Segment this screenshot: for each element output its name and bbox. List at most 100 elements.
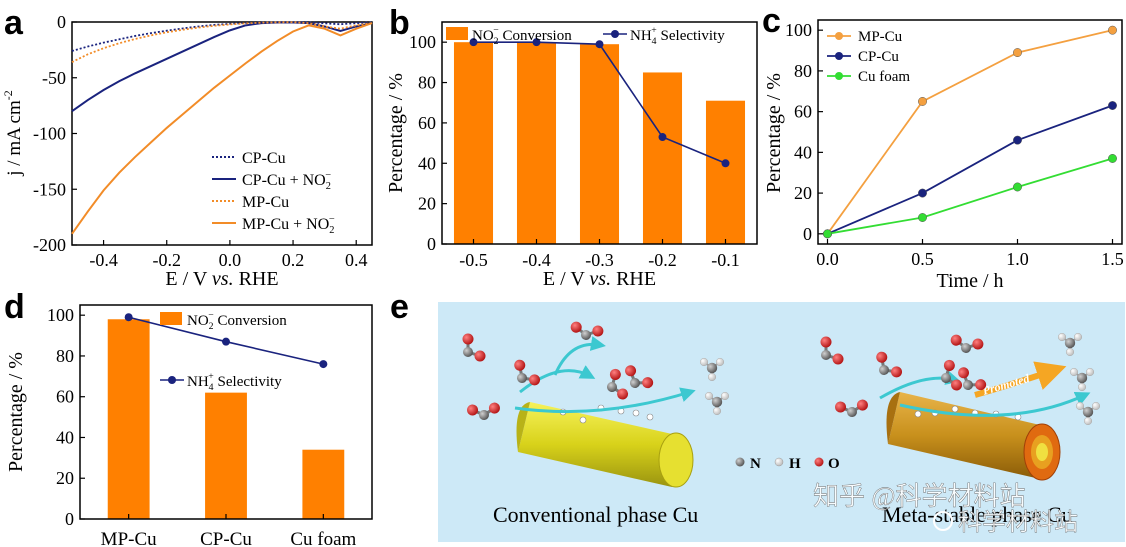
chart-c-xlabel: Time / h (936, 270, 1003, 292)
chart-c-ytick-label: 0 (803, 224, 812, 244)
o-atom (958, 367, 970, 379)
reaction-arrows (514, 336, 1091, 417)
chart-d-bar (302, 449, 345, 519)
chart-c-ytick-label: 40 (794, 142, 812, 162)
n-atom (1082, 406, 1094, 418)
chart-a-xtick-label: 0.4 (345, 250, 368, 270)
chart-d-selectivity-point (222, 337, 230, 346)
atom-legend-n: N (750, 456, 761, 472)
chart-d-bar (107, 319, 150, 519)
chart-b-ytick-label: 60 (418, 113, 436, 133)
no2-molecule (950, 334, 984, 353)
o-atom (951, 379, 963, 391)
chart-d-xtick-label: Cu foam (290, 529, 356, 547)
chart-c-series-point (1013, 135, 1022, 145)
n-atom (879, 365, 889, 375)
chart-d-bar (205, 392, 247, 519)
chart-c-legend-marker (835, 32, 843, 40)
chart-d-ytick-label: 60 (56, 387, 74, 407)
chart-b-selectivity-point (469, 38, 478, 47)
no2-molecule (820, 336, 844, 365)
chart-a-xtick-label: -0.4 (89, 250, 118, 270)
chart-a-xtick-label: 0.2 (282, 250, 305, 270)
h-atom (699, 357, 709, 367)
chart-b-legend-line-marker (611, 30, 619, 38)
o-atom (514, 359, 526, 371)
no2-molecule (835, 399, 868, 417)
chart-a-xlabel: E / V vs. RHE (165, 268, 278, 290)
chart-b-ytick-label: 20 (418, 194, 436, 214)
chart-c-series-point (1013, 182, 1022, 192)
o-atom (467, 404, 479, 416)
watermark-line1: 知乎 @科学材料站 (813, 482, 1025, 511)
chart-a-ytick-label: -150 (33, 179, 66, 199)
chart-d-legend-line-label: NH4+ Selectivity (187, 371, 282, 393)
chart-b-ytick-label: 80 (418, 73, 436, 93)
chart-c-ytick-label: 20 (794, 183, 812, 203)
chart-c-ytick-label: 100 (785, 20, 812, 40)
h-atom (1077, 382, 1087, 392)
no2-molecule (625, 365, 654, 389)
o-atom (642, 377, 654, 389)
chart-d: MP-Cu CP-Cu Cu foam 0 20 40 60 80 100 Percentage … (5, 304, 373, 547)
chart-c-ytick-label: 80 (794, 61, 812, 81)
nh3-molecule (1057, 332, 1083, 357)
panel-letter-a: a (4, 4, 24, 42)
n-atom (821, 350, 831, 360)
chart-b-selectivity-point (532, 38, 541, 47)
atom-legend: N H O (735, 456, 840, 472)
panel-letter-d: d (4, 288, 25, 326)
chart-a-series-line (71, 21, 373, 63)
chart-b-bar (579, 44, 620, 245)
watermark-line2: 科学材料站 (958, 509, 1078, 536)
no2-molecule (607, 368, 629, 400)
chart-c-ylabel: Percentage / % (763, 73, 785, 193)
chart-a-frame (71, 21, 373, 246)
h-atom (1083, 416, 1093, 426)
h-atom (1085, 367, 1095, 377)
chart-b-ylabel: Percentage / % (385, 73, 407, 193)
chart-c-legend-label: Cu foam (858, 69, 910, 85)
atom-legend-o: O (828, 456, 840, 472)
h-atom (720, 391, 730, 401)
chart-b-selectivity-point (721, 159, 730, 168)
chart-c-xtick-label: 0.0 (816, 249, 839, 269)
o-atom (832, 353, 844, 365)
chart-b-ytick-label: 100 (409, 32, 436, 52)
atom-legend-h: H (789, 456, 801, 472)
n-atom (517, 373, 527, 383)
nh3-molecule (1075, 401, 1101, 426)
no2-molecule (462, 333, 486, 362)
chart-b-legend-bar-swatch (446, 27, 468, 40)
o-atom (529, 374, 541, 386)
no2-molecule (570, 321, 604, 340)
o-atom (972, 338, 984, 350)
n-atom (963, 380, 973, 390)
schematic-panel: Promoted N H O Conventional phase Cu Met… (438, 302, 1125, 542)
chart-b-selectivity-point (658, 133, 667, 142)
n-atom (479, 410, 489, 420)
chart-d-ytick-label: 80 (56, 346, 74, 366)
chart-b-bar (705, 100, 746, 244)
chart-a-xtick-label: -0.2 (152, 250, 181, 270)
chart-b-ytick-label: 0 (427, 234, 436, 254)
nh3-molecule (1069, 367, 1095, 392)
chart-c-xtick-label: 1.0 (1006, 249, 1029, 269)
h-atom (1065, 347, 1075, 357)
chart-a-xtick-label: 0.0 (219, 250, 242, 270)
no2-molecule (958, 367, 987, 391)
o-atom (462, 333, 474, 345)
chart-c-series-line (827, 104, 1113, 235)
chart-b-bar (516, 42, 557, 244)
n-atom (706, 362, 718, 374)
nh3-molecule (699, 357, 725, 382)
chart-b: -0.5 -0.4 -0.3 -0.2 -0.1 0 20 40 60 80 100 E / V vs… (385, 21, 758, 290)
chart-c-series-point (1108, 25, 1117, 35)
o-atom (625, 365, 637, 377)
n-atom (1076, 372, 1088, 384)
chart-b-xtick-label: -0.1 (711, 250, 740, 270)
chart-b-legend-line-label: NH4+ Selectivity (630, 25, 725, 47)
h-atom (715, 357, 725, 367)
chart-c-series-point (1108, 154, 1117, 163)
o-atom (617, 388, 629, 400)
